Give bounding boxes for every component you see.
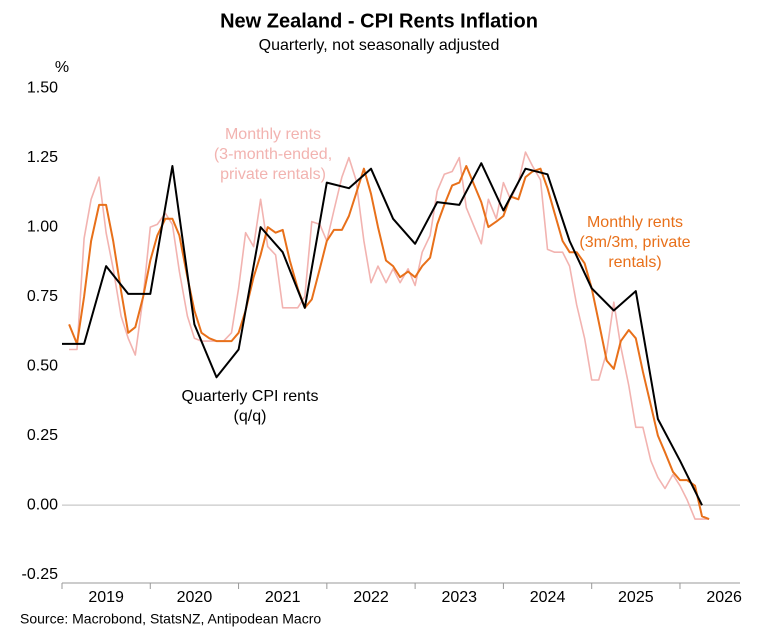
annotation: Monthly rents xyxy=(587,214,683,231)
x-tick-label: 2019 xyxy=(88,589,124,606)
x-tick-label: 2020 xyxy=(177,589,213,606)
annotation: private rentals) xyxy=(220,166,326,183)
x-tick-label: 2021 xyxy=(265,589,301,606)
x-tick-label: 2026 xyxy=(706,589,742,606)
x-tick-label: 2022 xyxy=(353,589,389,606)
annotation: (3m/3m, private xyxy=(579,234,690,251)
y-tick-label: 1.50 xyxy=(27,79,58,96)
chart-subtitle: Quarterly, not seasonally adjusted xyxy=(259,37,500,54)
y-tick-label: 0.25 xyxy=(27,427,58,444)
annotation: Monthly rents xyxy=(225,126,321,143)
x-tick-label: 2025 xyxy=(618,589,654,606)
source-note: Source: Macrobond, StatsNZ, Antipodean M… xyxy=(20,611,321,627)
y-tick-label: 0.00 xyxy=(27,496,58,513)
chart-title: New Zealand - CPI Rents Inflation xyxy=(220,10,538,32)
y-tick-label: -0.25 xyxy=(22,566,59,583)
y-tick-label: 0.50 xyxy=(27,357,58,374)
y-tick-label: 1.25 xyxy=(27,149,58,166)
annotation: Quarterly CPI rents xyxy=(182,388,319,405)
y-tick-label: 1.00 xyxy=(27,218,58,235)
annotation: rentals) xyxy=(608,254,661,271)
series-line xyxy=(62,162,703,506)
y-tick-label: 0.75 xyxy=(27,288,58,305)
annotation: (3-month-ended, xyxy=(214,146,332,163)
annotation: (q/q) xyxy=(234,408,267,425)
series-line xyxy=(69,151,710,520)
x-tick-label: 2024 xyxy=(530,589,566,606)
x-tick-label: 2023 xyxy=(441,589,477,606)
y-axis-label: % xyxy=(55,59,69,76)
series-line xyxy=(68,165,710,521)
